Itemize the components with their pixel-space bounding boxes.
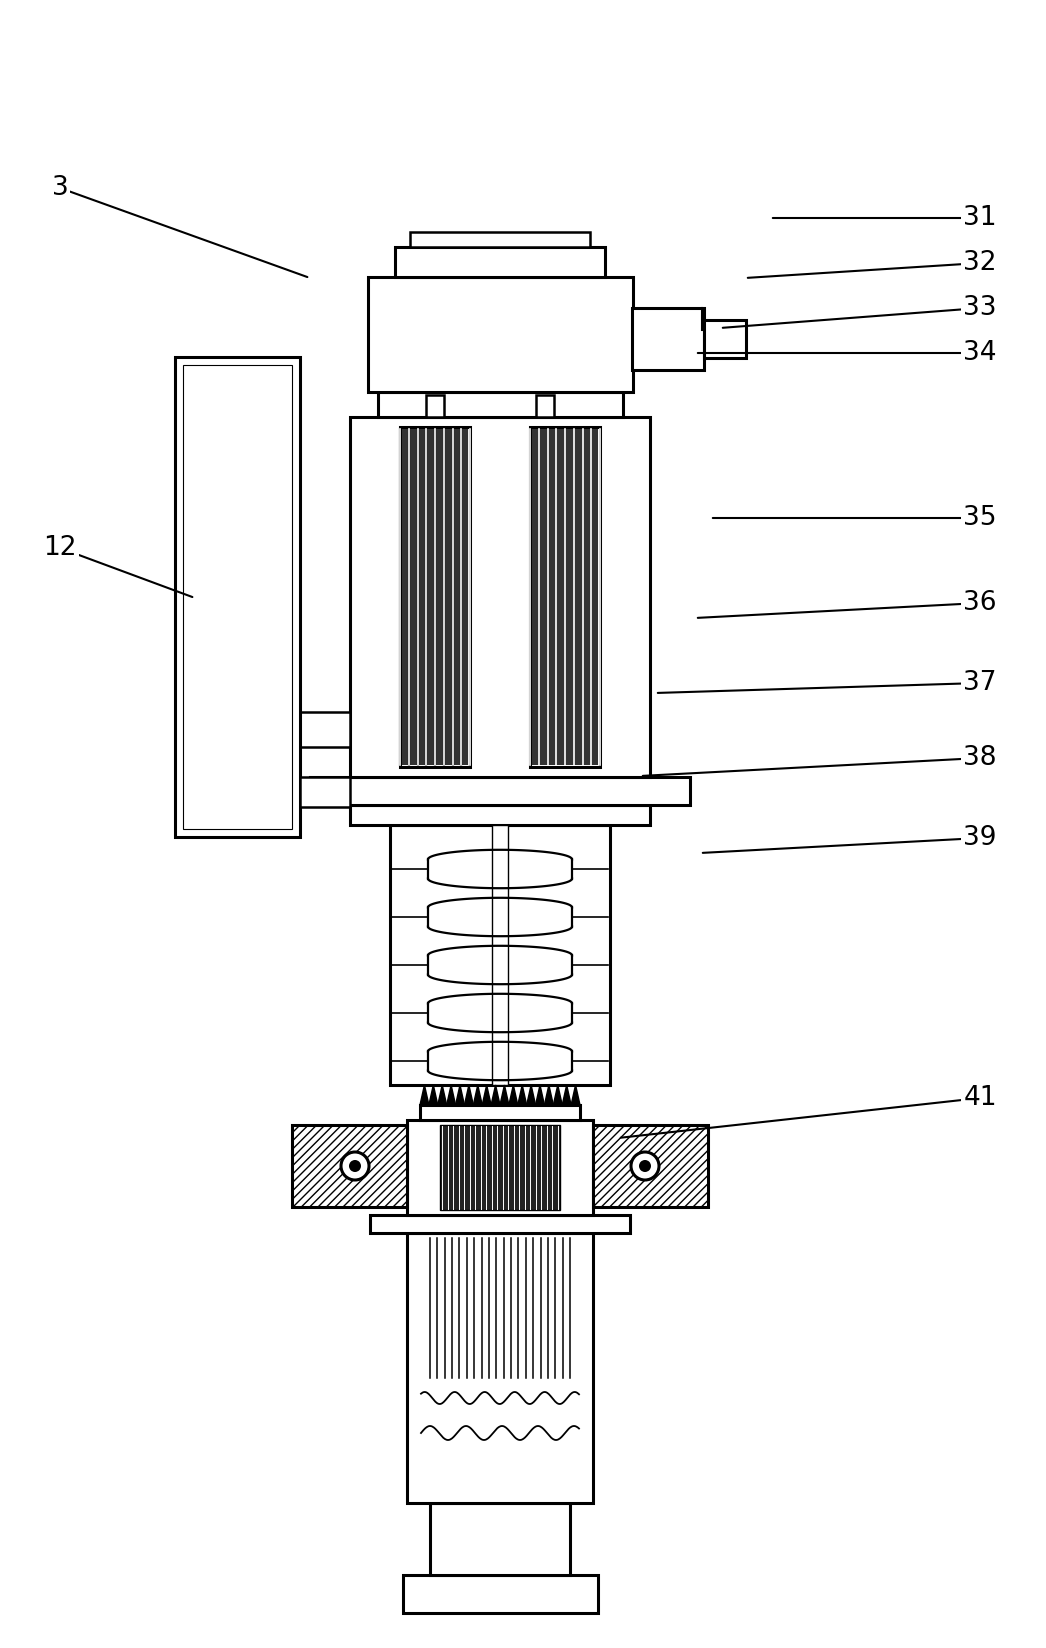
Circle shape xyxy=(631,1152,659,1180)
Bar xyxy=(407,1121,593,1215)
Polygon shape xyxy=(553,1084,562,1106)
Bar xyxy=(430,1503,570,1575)
Polygon shape xyxy=(474,1084,482,1106)
Text: 3: 3 xyxy=(51,175,68,201)
Bar xyxy=(310,776,690,804)
Bar xyxy=(395,247,605,277)
Circle shape xyxy=(639,1160,651,1172)
Bar xyxy=(492,826,508,1084)
Polygon shape xyxy=(527,1084,536,1106)
Text: 34: 34 xyxy=(963,339,997,366)
Bar xyxy=(390,826,610,1084)
Bar xyxy=(407,1233,593,1503)
Bar xyxy=(292,1126,407,1206)
Circle shape xyxy=(349,1160,361,1172)
Bar xyxy=(410,232,590,247)
Polygon shape xyxy=(536,1084,545,1106)
Bar xyxy=(300,776,350,808)
Bar xyxy=(370,1215,630,1233)
Bar xyxy=(175,358,300,837)
Bar xyxy=(378,392,623,417)
Polygon shape xyxy=(545,1084,553,1106)
Bar xyxy=(704,320,746,358)
Polygon shape xyxy=(447,1084,456,1106)
Polygon shape xyxy=(500,1084,509,1106)
Bar xyxy=(532,428,598,765)
Text: 41: 41 xyxy=(963,1084,997,1111)
Polygon shape xyxy=(420,1084,429,1106)
Bar xyxy=(536,396,554,417)
Text: 12: 12 xyxy=(43,536,76,560)
Polygon shape xyxy=(492,1084,500,1106)
Polygon shape xyxy=(456,1084,464,1106)
Text: 39: 39 xyxy=(963,826,997,850)
Polygon shape xyxy=(509,1084,518,1106)
Polygon shape xyxy=(438,1084,447,1106)
Bar xyxy=(632,308,704,371)
Bar xyxy=(300,712,350,747)
Text: 36: 36 xyxy=(963,590,997,616)
Bar xyxy=(420,1106,579,1121)
Polygon shape xyxy=(464,1084,474,1106)
Bar xyxy=(402,428,468,765)
Text: 32: 32 xyxy=(963,250,997,275)
Bar xyxy=(183,364,292,829)
Text: 37: 37 xyxy=(963,671,997,695)
Bar xyxy=(530,427,600,766)
Text: 35: 35 xyxy=(963,504,997,531)
Bar xyxy=(350,417,650,776)
Bar xyxy=(368,277,633,392)
Text: 33: 33 xyxy=(963,295,997,321)
Polygon shape xyxy=(518,1084,527,1106)
Bar xyxy=(350,804,650,826)
Bar xyxy=(440,1126,560,1210)
Circle shape xyxy=(341,1152,369,1180)
Polygon shape xyxy=(571,1084,579,1106)
Bar xyxy=(400,427,470,766)
Polygon shape xyxy=(429,1084,438,1106)
Polygon shape xyxy=(482,1084,492,1106)
Text: 38: 38 xyxy=(963,745,997,771)
Bar xyxy=(403,1575,598,1613)
Text: 31: 31 xyxy=(963,204,997,231)
Bar xyxy=(593,1126,708,1206)
Bar xyxy=(426,396,444,417)
Polygon shape xyxy=(562,1084,571,1106)
